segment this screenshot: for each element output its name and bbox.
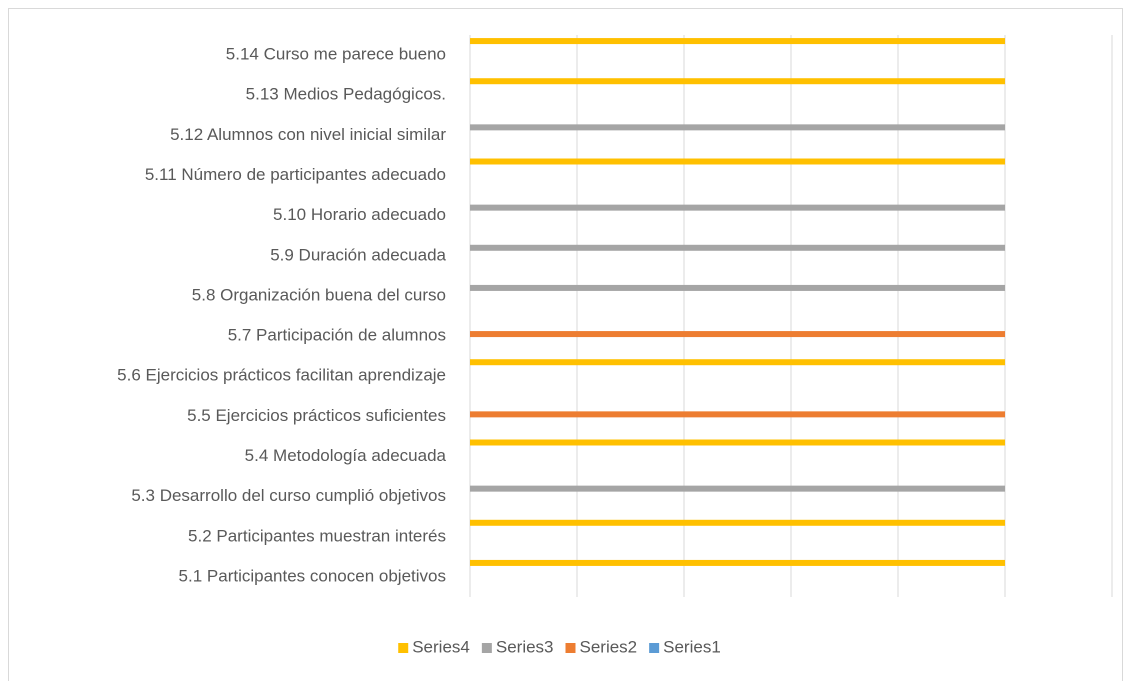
legend-swatch: [649, 643, 660, 653]
chart-border: [8, 8, 1123, 681]
legend-swatch: [565, 643, 576, 653]
legend-label: Series1: [663, 637, 721, 656]
legend-swatch: [481, 643, 492, 653]
y-tick-label: 5.12 Alumnos con nivel inicial similar: [170, 125, 446, 144]
bar: [470, 411, 1005, 418]
bar: [470, 519, 1005, 526]
y-tick-label: 5.1 Participantes conocen objetivos: [179, 566, 446, 585]
y-tick-label: 5.8 Organización buena del curso: [192, 285, 446, 304]
y-tick-label: 5.10 Horario adecuado: [273, 205, 446, 224]
bar: [470, 78, 1005, 85]
y-tick-label: 5.11 Número de participantes adecuado: [145, 165, 446, 184]
bar: [470, 158, 1005, 165]
bar: [470, 38, 1005, 45]
bar: [470, 559, 1005, 566]
bar: [470, 244, 1005, 251]
y-tick-label: 5.6 Ejercicios prácticos facilitan apren…: [117, 366, 446, 385]
y-tick-label: 5.3 Desarrollo del curso cumplió objetiv…: [131, 486, 446, 505]
bar: [470, 331, 1005, 338]
legend-label: Series4: [412, 637, 470, 656]
y-tick-label: 5.7 Participación de alumnos: [228, 326, 446, 345]
bar: [470, 359, 1005, 366]
legend-label: Series2: [580, 637, 638, 656]
bar: [470, 284, 1005, 291]
bar: [470, 439, 1005, 446]
bar: [470, 204, 1005, 211]
y-tick-label: 5.14 Curso me parece bueno: [226, 45, 446, 64]
legend-swatch: [398, 643, 409, 653]
y-tick-label: 5.5 Ejercicios prácticos suficientes: [187, 406, 446, 425]
legend-label: Series3: [496, 637, 554, 656]
bar: [470, 124, 1005, 131]
y-tick-label: 5.9 Duración adecuada: [270, 245, 446, 264]
y-tick-label: 5.4 Metodología adecuada: [245, 446, 447, 465]
bar: [470, 485, 1005, 492]
y-tick-label: 5.2 Participantes muestran interés: [188, 526, 446, 545]
y-tick-label: 5.13 Medios Pedagógicos.: [246, 85, 446, 104]
